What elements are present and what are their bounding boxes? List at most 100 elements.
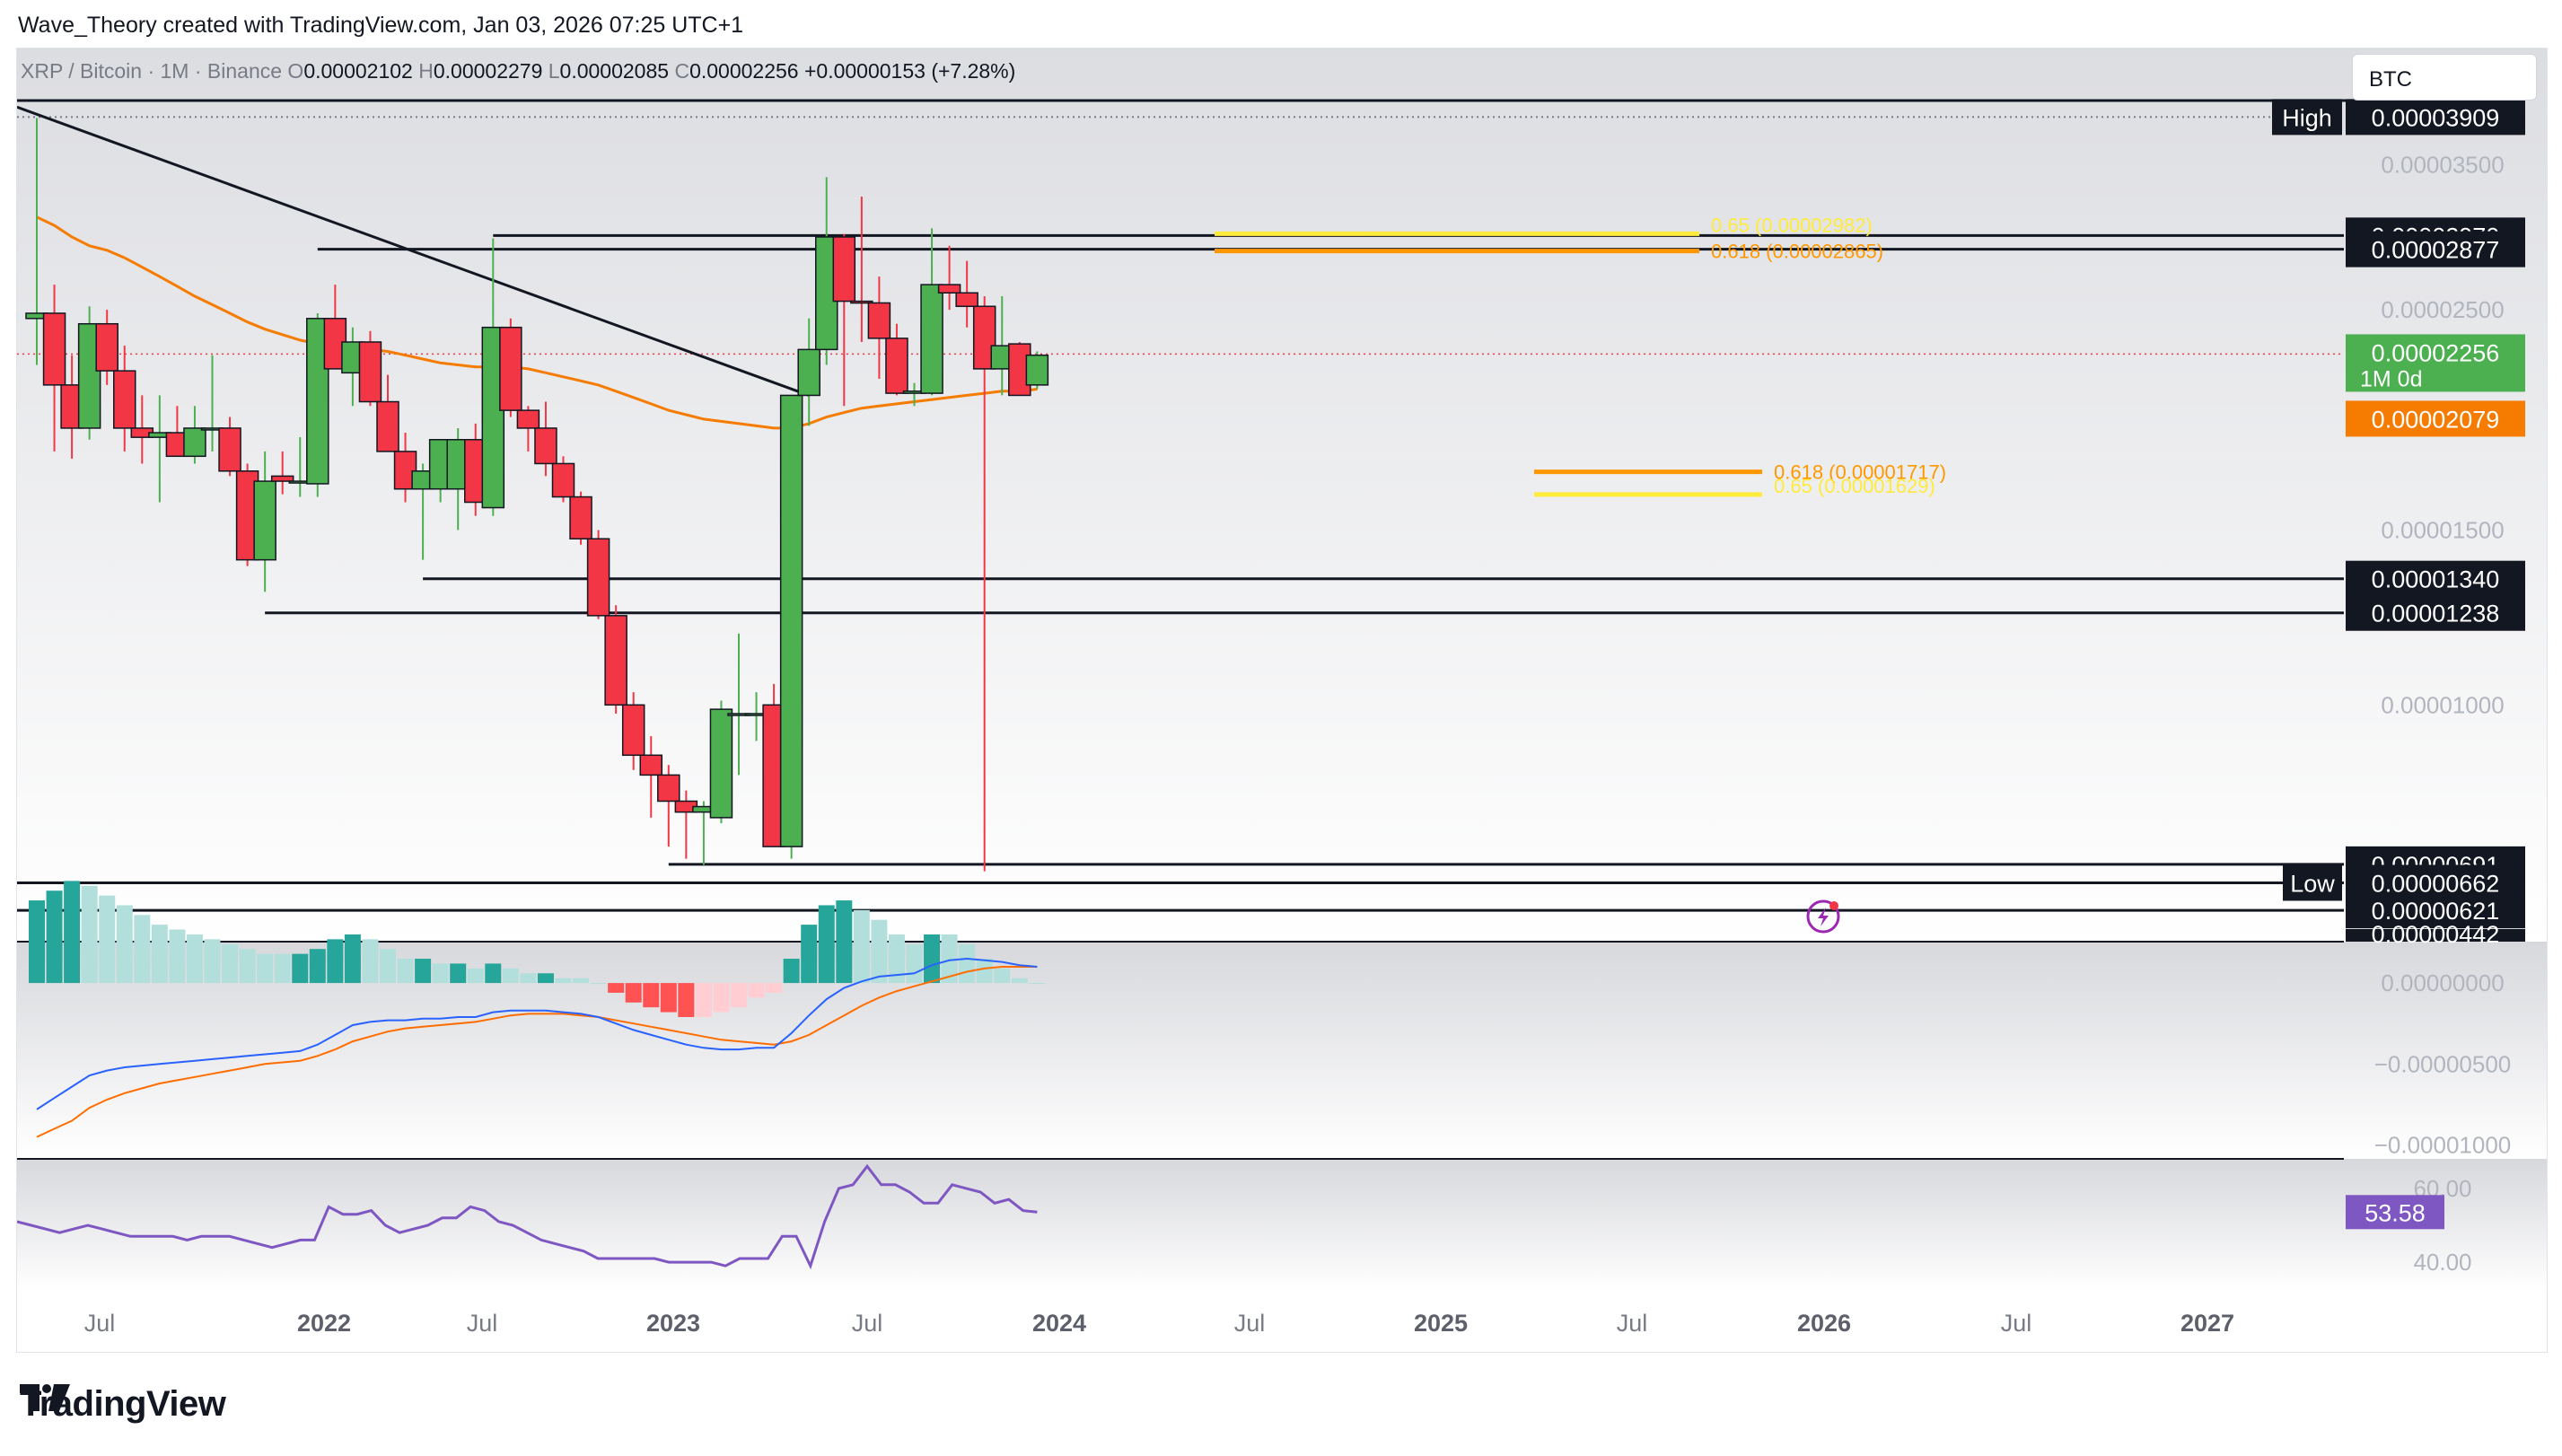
rsi-line: [17, 1163, 1038, 1270]
macd-histogram-bar: [853, 909, 870, 984]
low-badge: Low: [2290, 870, 2335, 897]
candle-body: [499, 326, 522, 411]
macd-histogram-bar: [99, 895, 116, 984]
candle-body: [551, 462, 575, 498]
macd-histogram-bar: [222, 943, 239, 984]
candle-body: [586, 538, 610, 617]
macd-histogram-bar: [397, 959, 414, 984]
candle-body: [832, 236, 856, 303]
ema-price-tag-bg: [2346, 400, 2525, 437]
ema-line: [36, 215, 1038, 430]
candle-body: [937, 284, 961, 294]
macd-histogram-bar: [327, 939, 344, 984]
macd-y-tick-label: 0.00000000: [2381, 969, 2504, 996]
level-price-tag: 0.00000621: [2372, 898, 2500, 925]
fib-level-label: 0.618 (0.00002865): [1711, 241, 1883, 263]
rsi-value-tag-bg: [2346, 1195, 2444, 1230]
candle-body: [621, 704, 645, 757]
candle-body: [797, 348, 820, 397]
macd-histogram-bar: [169, 929, 186, 984]
y-tick-label: 0.00001000: [2381, 691, 2504, 718]
macd-histogram-bar: [573, 978, 590, 984]
candle-body: [850, 300, 873, 304]
low-badge-bg: [2283, 864, 2342, 901]
tradingview-logo-icon: [20, 1384, 70, 1411]
bottom-price-tag: 0.00000442: [2372, 921, 2500, 948]
rsi-pane-background: [17, 1159, 2547, 1292]
lightning-notification-dot: [1829, 901, 1838, 910]
ohlc-legend: XRP / Bitcoin · 1M · Binance O0.00002102…: [21, 59, 1015, 83]
current-price-timer: 1M 0d: [2360, 366, 2422, 391]
chart-container[interactable]: XRP / Bitcoin · 1M · Binance O0.00002102…: [16, 48, 2548, 1353]
macd-histogram-bar: [29, 900, 45, 984]
macd-histogram-bar: [380, 949, 396, 984]
macd-histogram-bar: [450, 963, 467, 984]
fib-level-label: 0.618 (0.00001717): [1774, 461, 1946, 484]
x-axis-label: 2023: [646, 1310, 700, 1337]
current-price-tag-bg: [2346, 334, 2525, 392]
macd-histogram-bar: [151, 925, 168, 984]
ema-price-tag: 0.00002079: [2372, 406, 2500, 433]
macd-histogram-bar: [64, 881, 81, 984]
y-tick-label: 0.00003500: [2381, 151, 2504, 178]
x-axis-label: 2026: [1797, 1310, 1851, 1337]
rsi-value-tag: 53.58: [2365, 1199, 2426, 1226]
macd-histogram-bar: [836, 900, 853, 984]
candle-body: [709, 708, 733, 819]
macd-histogram-bar: [274, 953, 291, 984]
level-price-tag: 0.00002877: [2372, 237, 2500, 264]
rsi-y-tick-label: 40.00: [2413, 1249, 2471, 1276]
macd-histogram-bar: [643, 983, 660, 1008]
macd-histogram-bar: [537, 973, 554, 984]
macd-histogram-bar: [818, 905, 835, 984]
high-price-tag: 0.00003909: [2372, 104, 2500, 131]
candle-body: [639, 754, 662, 776]
candle-body: [867, 302, 891, 339]
high-badge: High: [2282, 104, 2332, 131]
macd-histogram-bar: [116, 905, 133, 984]
candle-body: [604, 615, 627, 706]
lightning-bolt-icon: [1818, 908, 1829, 926]
x-axis-label: 2022: [297, 1310, 351, 1337]
macd-histogram-bar: [204, 939, 221, 984]
x-axis-label: 2027: [2180, 1310, 2234, 1337]
fib-level-label: 0.65 (0.00001629): [1774, 475, 1935, 497]
macd-histogram-bar: [344, 934, 361, 984]
macd-histogram-bar: [292, 953, 309, 984]
macd-histogram-bar: [695, 983, 712, 1017]
x-axis-label: Jul: [84, 1310, 116, 1337]
macd-histogram-bar: [239, 949, 256, 984]
candle-body: [972, 305, 996, 370]
macd-histogram-bar: [1011, 978, 1028, 984]
chart-svg[interactable]: XRP / Bitcoin · 1M · Binance O0.00002102…: [17, 48, 2547, 1352]
candle-body: [270, 475, 294, 482]
candle-body: [42, 312, 66, 386]
tradingview-logo[interactable]: TradingView: [20, 1384, 226, 1425]
macd-histogram-bar: [906, 943, 923, 984]
macd-histogram-bar: [81, 885, 98, 984]
y-tick-label: 0.00002500: [2381, 296, 2504, 323]
x-axis-label: Jul: [1234, 1310, 1266, 1337]
high-price-tag-bg: [2346, 99, 2525, 136]
macd-histogram-bar: [766, 983, 783, 993]
macd-histogram-bar: [467, 968, 484, 984]
macd-histogram-bar: [555, 978, 572, 984]
candle-body: [569, 496, 592, 539]
macd-histogram-bar: [660, 983, 677, 1013]
x-axis-label: Jul: [852, 1310, 883, 1337]
macd-histogram-bar: [783, 959, 800, 984]
level-price-tag-bg: [2346, 594, 2525, 631]
macd-histogram-bar: [941, 934, 958, 984]
candle-body: [183, 427, 206, 458]
candle-body: [885, 338, 908, 394]
macd-histogram-bar: [748, 983, 765, 998]
candle-body: [779, 394, 803, 847]
descending-trendline: [17, 105, 810, 397]
candle-body: [534, 427, 557, 465]
macd-histogram-bar: [134, 915, 151, 984]
macd-histogram-bar: [362, 939, 379, 984]
candle-body: [920, 284, 943, 394]
level-price-tag-bg: [2346, 560, 2525, 597]
symbol-search-input[interactable]: BTC: [2352, 54, 2537, 101]
candle-body: [516, 409, 540, 429]
